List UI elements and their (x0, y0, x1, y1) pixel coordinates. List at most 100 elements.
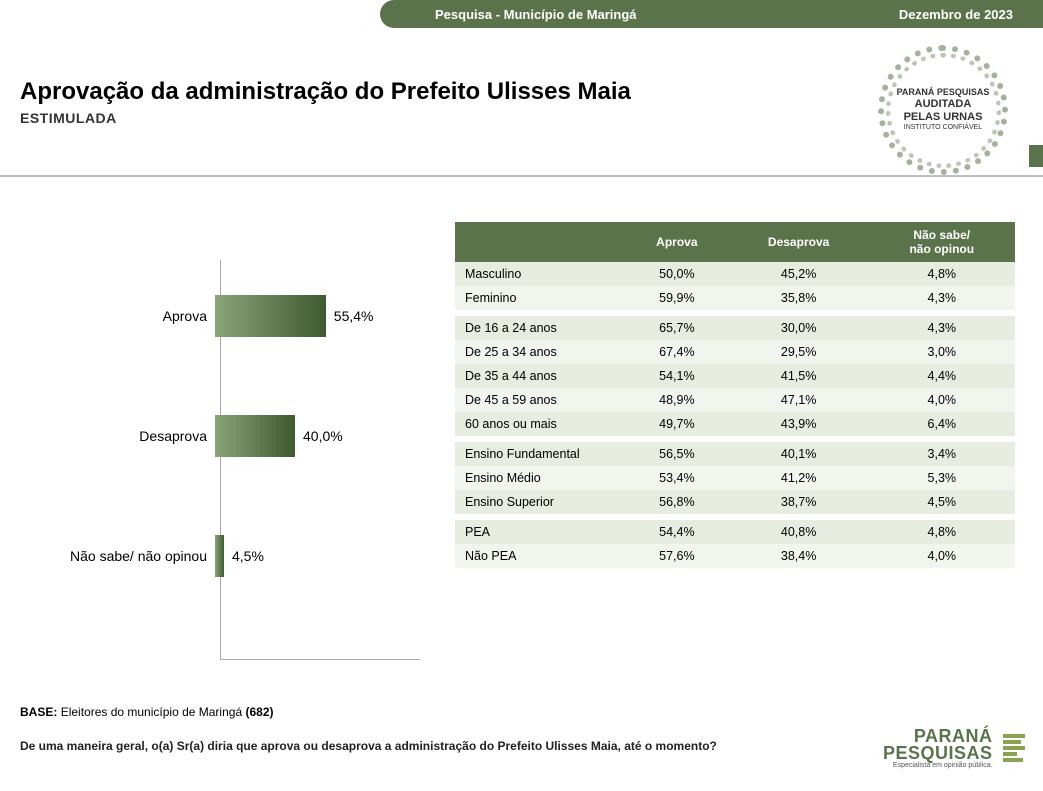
table-cell: 47,1% (729, 388, 869, 412)
table-cell: 54,4% (625, 520, 729, 544)
table-cell: 4,3% (869, 316, 1015, 340)
table-row: Ensino Superior56,8%38,7%4,5% (455, 490, 1015, 514)
table-cell: 53,4% (625, 466, 729, 490)
page-title: Aprovação da administração do Prefeito U… (20, 78, 631, 106)
bar-label: Não sabe/ não opinou (20, 548, 215, 564)
header-right: Dezembro de 2023 (899, 7, 1013, 22)
bar (215, 295, 326, 337)
table-cell: 40,8% (729, 520, 869, 544)
table-cell: PEA (455, 520, 625, 544)
bar-label: Desaprova (20, 428, 215, 444)
header-left: Pesquisa - Município de Maringá (435, 7, 637, 22)
table-cell: 4,0% (869, 544, 1015, 568)
table-cell: 45,2% (729, 262, 869, 286)
crosstab-table: AprovaDesaprovaNão sabe/não opinou Mascu… (455, 222, 1015, 568)
bar-value: 55,4% (334, 308, 374, 324)
table-cell: 4,5% (869, 490, 1015, 514)
table-cell: 4,0% (869, 388, 1015, 412)
footer-logo: PARANÁ PESQUISAS Especialista em opinião… (883, 728, 1025, 769)
table-cell: Ensino Superior (455, 490, 625, 514)
table-cell: 60 anos ou mais (455, 412, 625, 436)
table-row: Ensino Fundamental56,5%40,1%3,4% (455, 442, 1015, 466)
base-note: BASE: Eleitores do município de Maringá … (20, 705, 273, 719)
chart-x-axis (220, 659, 420, 660)
table-row: 60 anos ou mais49,7%43,9%6,4% (455, 412, 1015, 436)
bar-track: 40,0% (215, 415, 440, 457)
table-header-cell: Desaprova (729, 222, 869, 262)
bar (215, 535, 224, 577)
audit-seal: PARANÁ PESQUISAS AUDITADA PELAS URNAS IN… (873, 40, 1013, 180)
brand-tag: Especialista em opinião pública. (883, 762, 993, 769)
table-cell: 57,6% (625, 544, 729, 568)
table-cell: 3,0% (869, 340, 1015, 364)
table-cell: 41,5% (729, 364, 869, 388)
title-block: Aprovação da administração do Prefeito U… (20, 78, 631, 126)
bar-row: Não sabe/ não opinou 4,5% (20, 535, 440, 577)
table-cell: 5,3% (869, 466, 1015, 490)
title-divider (0, 175, 1043, 177)
table-cell: De 35 a 44 anos (455, 364, 625, 388)
page-subtitle: ESTIMULADA (20, 110, 631, 126)
table-row: De 25 a 34 anos67,4%29,5%3,0% (455, 340, 1015, 364)
table-cell: 6,4% (869, 412, 1015, 436)
table-row: Não PEA57,6%38,4%4,0% (455, 544, 1015, 568)
table-cell: De 45 a 59 anos (455, 388, 625, 412)
brand-bars-icon (1003, 732, 1025, 764)
survey-question: De uma maneira geral, o(a) Sr(a) diria q… (20, 739, 717, 753)
table-cell: Não PEA (455, 544, 625, 568)
header-bar: Pesquisa - Município de Maringá Dezembro… (380, 0, 1043, 28)
bar-track: 55,4% (215, 295, 440, 337)
table-cell: Ensino Fundamental (455, 442, 625, 466)
table-cell: 40,1% (729, 442, 869, 466)
table-row: De 35 a 44 anos54,1%41,5%4,4% (455, 364, 1015, 388)
table-header-cell: Não sabe/não opinou (869, 222, 1015, 262)
approval-bar-chart: Aprova 55,4% Desaprova 40,0% Não sabe/ não o… (20, 260, 440, 660)
table-row: Feminino59,9%35,8%4,3% (455, 286, 1015, 310)
table-cell: 43,9% (729, 412, 869, 436)
table-row: De 45 a 59 anos48,9%47,1%4,0% (455, 388, 1015, 412)
bar-row: Desaprova 40,0% (20, 415, 440, 457)
side-accent (1029, 145, 1043, 167)
table-cell: 56,5% (625, 442, 729, 466)
bar-track: 4,5% (215, 535, 440, 577)
table-row: PEA54,4%40,8%4,8% (455, 520, 1015, 544)
table-row: Masculino50,0%45,2%4,8% (455, 262, 1015, 286)
base-text: Eleitores do município de Maringá (61, 705, 242, 719)
table-cell: 38,7% (729, 490, 869, 514)
table-header-row: AprovaDesaprovaNão sabe/não opinou (455, 222, 1015, 262)
table-cell: 4,8% (869, 262, 1015, 286)
table-cell: 29,5% (729, 340, 869, 364)
table-cell: Masculino (455, 262, 625, 286)
bar-row: Aprova 55,4% (20, 295, 440, 337)
table-header-cell: Aprova (625, 222, 729, 262)
base-n: (682) (245, 705, 273, 719)
brand-line2: PESQUISAS (883, 745, 993, 762)
table-row: De 16 a 24 anos65,7%30,0%4,3% (455, 316, 1015, 340)
table-cell: De 16 a 24 anos (455, 316, 625, 340)
bar (215, 415, 295, 457)
table-cell: 50,0% (625, 262, 729, 286)
table-cell: 4,4% (869, 364, 1015, 388)
table-cell: 3,4% (869, 442, 1015, 466)
table-cell: 41,2% (729, 466, 869, 490)
table-cell: De 25 a 34 anos (455, 340, 625, 364)
table-cell: 65,7% (625, 316, 729, 340)
table-cell: Ensino Médio (455, 466, 625, 490)
bar-value: 40,0% (303, 428, 343, 444)
table-cell: Feminino (455, 286, 625, 310)
table-header-cell (455, 222, 625, 262)
table-cell: 59,9% (625, 286, 729, 310)
table-cell: 67,4% (625, 340, 729, 364)
table-cell: 49,7% (625, 412, 729, 436)
table-cell: 54,1% (625, 364, 729, 388)
bar-value: 4,5% (232, 548, 264, 564)
table-row: Ensino Médio53,4%41,2%5,3% (455, 466, 1015, 490)
table-cell: 38,4% (729, 544, 869, 568)
bar-label: Aprova (20, 308, 215, 324)
table-cell: 4,8% (869, 520, 1015, 544)
seal-ring-inner (886, 53, 1001, 168)
table-cell: 4,3% (869, 286, 1015, 310)
table-cell: 30,0% (729, 316, 869, 340)
table-cell: 56,8% (625, 490, 729, 514)
table-cell: 35,8% (729, 286, 869, 310)
